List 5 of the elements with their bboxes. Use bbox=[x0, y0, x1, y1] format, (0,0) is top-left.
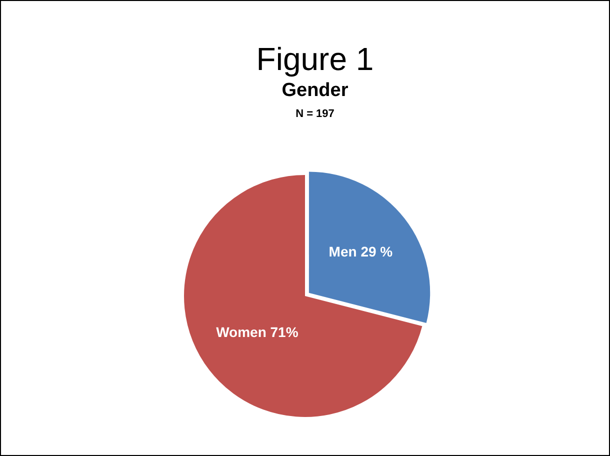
slice-label: Men 29 % bbox=[328, 244, 394, 260]
chart-subtitle: Gender bbox=[280, 79, 350, 103]
chart-title: Figure 1 bbox=[255, 41, 375, 77]
slice-label: Women 71% bbox=[216, 324, 299, 340]
text: N = 197 bbox=[294, 107, 336, 121]
